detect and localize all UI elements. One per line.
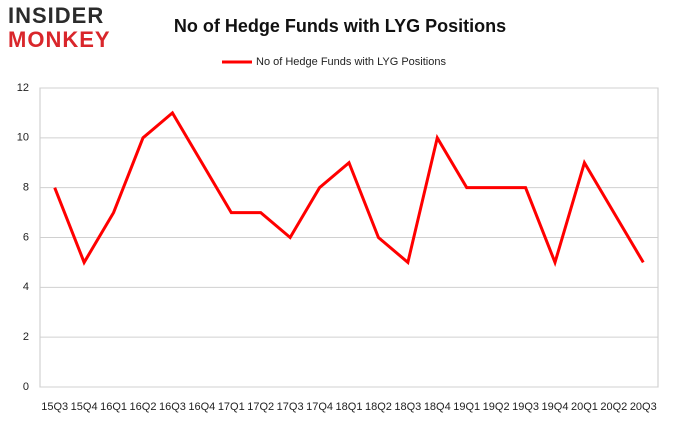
x-tick-label: 16Q2 [130,401,157,413]
x-tick-label: 20Q2 [600,401,627,413]
x-tick-label: 17Q1 [218,401,245,413]
x-tick-label: 19Q3 [512,401,539,413]
logo-bottom: MONKEY [8,27,111,52]
y-tick-label: 2 [23,331,29,343]
y-tick-label: 8 [23,182,29,194]
x-tick-label: 16Q3 [159,401,186,413]
y-tick-label: 10 [17,132,29,144]
y-tick-label: 0 [23,381,29,393]
x-tick-label: 17Q3 [277,401,304,413]
chart-title: No of Hedge Funds with LYG Positions [174,16,506,36]
x-tick-label: 20Q1 [571,401,598,413]
x-tick-label: 18Q2 [365,401,392,413]
x-tick-label: 18Q3 [394,401,421,413]
y-tick-label: 6 [23,231,29,243]
x-tick-label: 19Q1 [453,401,480,413]
x-tick-label: 17Q4 [306,401,333,413]
y-tick-label: 4 [23,281,29,293]
legend-label: No of Hedge Funds with LYG Positions [256,56,446,68]
x-tick-label: 17Q2 [247,401,274,413]
x-tick-label: 15Q4 [71,401,98,413]
x-tick-label: 18Q1 [336,401,363,413]
x-tick-label: 16Q4 [188,401,215,413]
x-tick-label: 15Q3 [41,401,68,413]
series-line [53,110,645,268]
x-tick-label: 20Q3 [630,401,657,413]
x-tick-label: 18Q4 [424,401,451,413]
logo-top: INSIDER [8,3,104,28]
y-tick-label: 12 [17,82,29,94]
x-tick-label: 19Q2 [483,401,510,413]
x-tick-label: 19Q4 [542,401,569,413]
x-tick-label: 16Q1 [100,401,127,413]
